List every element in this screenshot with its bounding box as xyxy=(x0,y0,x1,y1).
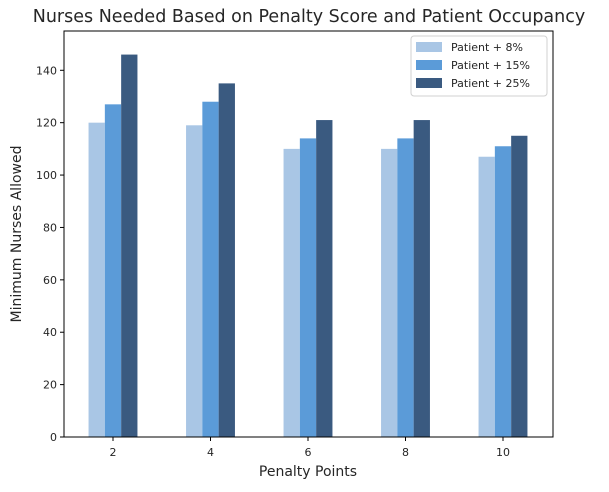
y-axis-label: Minimum Nurses Allowed xyxy=(9,146,25,323)
x-tick-label: 8 xyxy=(402,446,409,459)
legend-box xyxy=(410,35,548,97)
bar xyxy=(381,148,398,437)
bar xyxy=(88,122,105,438)
bar xyxy=(511,135,528,437)
y-tick-label: 60 xyxy=(43,274,57,287)
x-tick-label: 10 xyxy=(496,446,510,459)
bar xyxy=(202,101,219,437)
bar xyxy=(299,138,317,437)
x-tick-label: 6 xyxy=(305,446,312,459)
y-tick-label: 120 xyxy=(36,117,57,130)
bar xyxy=(397,138,414,437)
bar xyxy=(478,156,495,438)
legend: Patient + 8% Patient + 15% Patient + 25% xyxy=(410,35,548,97)
bar xyxy=(218,83,235,437)
bar xyxy=(186,125,203,438)
bar xyxy=(121,54,138,437)
y-tick-label: 40 xyxy=(43,326,57,339)
legend-label: Patient + 8% xyxy=(451,41,523,54)
legend-label: Patient + 15% xyxy=(451,59,530,72)
x-axis: 2 4 6 8 10 xyxy=(110,437,510,459)
y-tick-label: 80 xyxy=(43,221,57,234)
bar xyxy=(104,104,122,437)
y-axis: 0 20 40 60 80 100 120 140 xyxy=(36,64,64,444)
bar xyxy=(494,146,512,437)
legend-swatch xyxy=(416,60,442,70)
x-tick-label: 2 xyxy=(110,446,117,459)
x-tick-label: 4 xyxy=(207,446,214,459)
bars-group xyxy=(88,54,528,438)
bar xyxy=(283,148,300,437)
bar xyxy=(316,120,333,437)
x-axis-label: Penalty Points xyxy=(259,464,357,480)
legend-swatch xyxy=(416,78,442,88)
chart-title: Nurses Needed Based on Penalty Score and… xyxy=(33,7,585,27)
y-tick-label: 20 xyxy=(43,379,57,392)
legend-label: Patient + 25% xyxy=(451,77,530,90)
bar xyxy=(413,120,430,437)
y-tick-label: 100 xyxy=(36,169,57,182)
y-tick-label: 0 xyxy=(50,431,57,444)
legend-swatch xyxy=(416,42,442,52)
y-tick-label: 140 xyxy=(36,64,57,77)
